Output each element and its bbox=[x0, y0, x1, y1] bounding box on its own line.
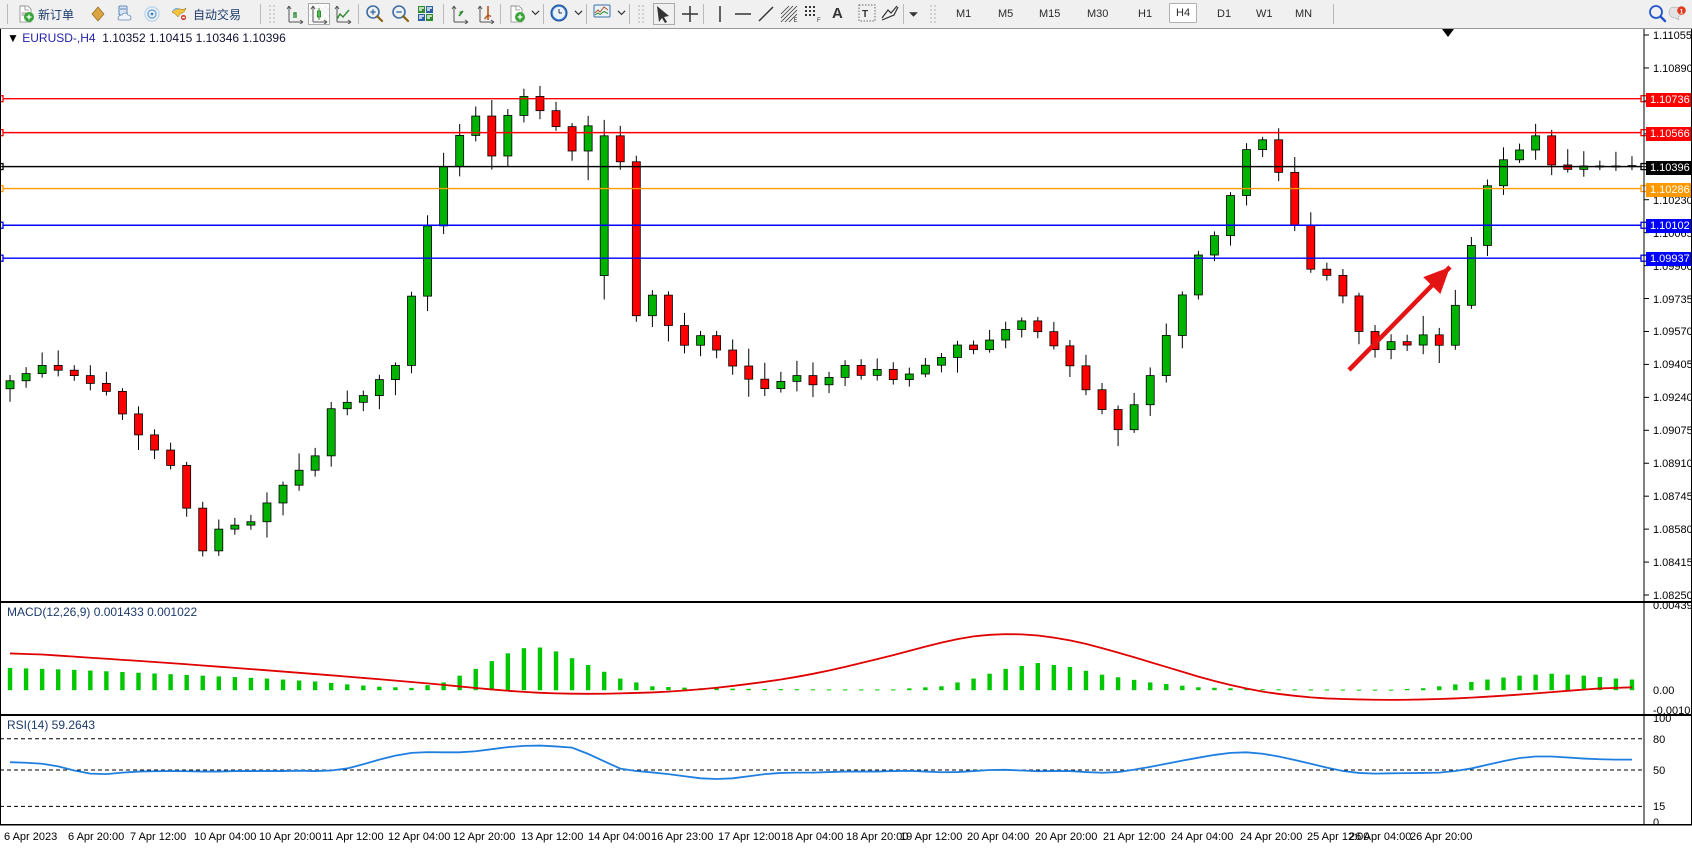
svg-text:E: E bbox=[794, 18, 798, 24]
svg-text:F: F bbox=[817, 18, 821, 24]
svg-text:T: T bbox=[862, 9, 868, 20]
svg-text:1: 1 bbox=[1680, 8, 1684, 15]
